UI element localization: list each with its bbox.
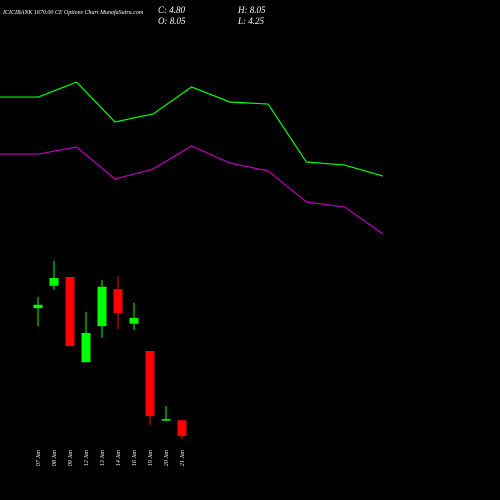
candle-body [161, 419, 171, 421]
x-tick-label: 14 Jan [115, 450, 122, 466]
candle-body [113, 289, 123, 314]
candle-body [49, 278, 59, 286]
x-tick-label: 16 Jan [132, 450, 138, 466]
candle-body [129, 317, 139, 324]
x-tick-label: 13 Jan [100, 450, 106, 466]
x-tick-label: 07 Jan [36, 450, 42, 466]
x-tick-label: 09 Jan [68, 450, 74, 466]
x-tick-label: 08 Jan [52, 450, 58, 466]
x-tick-label: 21 Jan [180, 450, 186, 466]
indicator-line [0, 145, 384, 235]
high-info: H: 8.05 [237, 5, 266, 15]
chart-title: ICICIBANK 1670.00 CE Options Chart Munaf… [2, 9, 144, 16]
x-tick-label: 20 Jan [164, 450, 170, 466]
candle-body [81, 332, 91, 363]
candle-body [177, 420, 187, 437]
open-info: O: 8.05 [158, 16, 186, 26]
x-tick-label: 19 Jan [148, 450, 154, 466]
low-info: L: 4.25 [237, 16, 265, 26]
indicator-line [0, 81, 384, 177]
candle-body [65, 277, 75, 347]
candle-body [33, 304, 43, 309]
candle-body [97, 286, 107, 327]
x-tick-label: 12 Jan [84, 450, 90, 466]
close-info: C: 4.80 [158, 5, 186, 15]
candle-body [145, 350, 155, 417]
